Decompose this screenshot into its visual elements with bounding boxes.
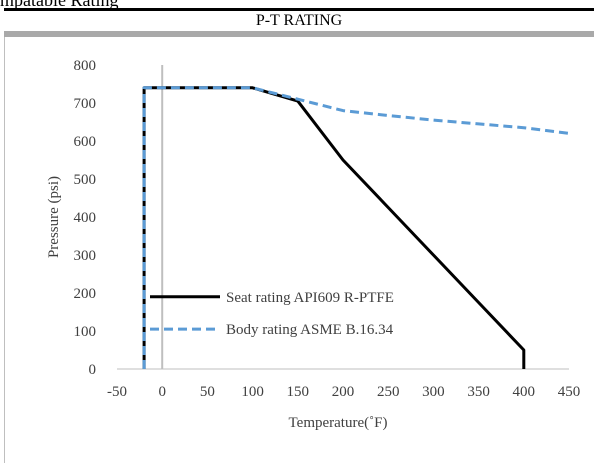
x-tick-label: 200 <box>332 384 355 400</box>
section-title: P-T RATING <box>4 11 594 31</box>
x-tick-label: 50 <box>200 384 215 400</box>
x-tick-label: 100 <box>241 384 264 400</box>
legend-label-1: Seat rating API609 R-PTFE <box>226 290 394 306</box>
cut-off-heading: mpatable Rating <box>0 0 119 10</box>
y-tick-label: 700 <box>74 96 97 112</box>
x-tick-label: 0 <box>158 384 166 400</box>
legend-label-2: Body rating ASME B.16.34 <box>226 322 394 338</box>
chart-panel <box>4 37 598 463</box>
title-band-rule <box>4 31 594 37</box>
y-tick-label: 0 <box>89 362 97 378</box>
y-tick-label: 600 <box>74 134 97 150</box>
x-axis-ticks: -50 0 50 100 150 200 250 300 350 400 450 <box>107 384 580 400</box>
series-line-1 <box>142 86 526 369</box>
x-tick-label: 400 <box>513 384 536 400</box>
legend: Seat rating API609 R-PTFE Body rating ASM… <box>150 290 394 338</box>
x-tick-label: 350 <box>467 384 490 400</box>
x-axis-title: Temperature(˚F) <box>289 415 388 431</box>
x-tick-label: 300 <box>422 384 445 400</box>
series-line-2 <box>142 86 570 369</box>
y-axis-ticks: 0 100 200 300 400 500 600 700 800 <box>74 58 97 378</box>
x-tick-label: 150 <box>287 384 310 400</box>
y-tick-label: 500 <box>74 172 97 188</box>
x-tick-label: 250 <box>377 384 400 400</box>
top-rule <box>4 8 594 11</box>
y-tick-label: 200 <box>74 286 97 302</box>
y-tick-label: 800 <box>74 58 97 74</box>
x-tick-label: -50 <box>107 384 127 400</box>
y-tick-label: 400 <box>74 210 97 226</box>
y-tick-label: 300 <box>74 248 97 264</box>
y-tick-label: 100 <box>74 324 97 340</box>
x-tick-label: 450 <box>558 384 581 400</box>
y-axis-title: Pressure (psi) <box>46 176 62 258</box>
series-lines <box>142 86 570 369</box>
